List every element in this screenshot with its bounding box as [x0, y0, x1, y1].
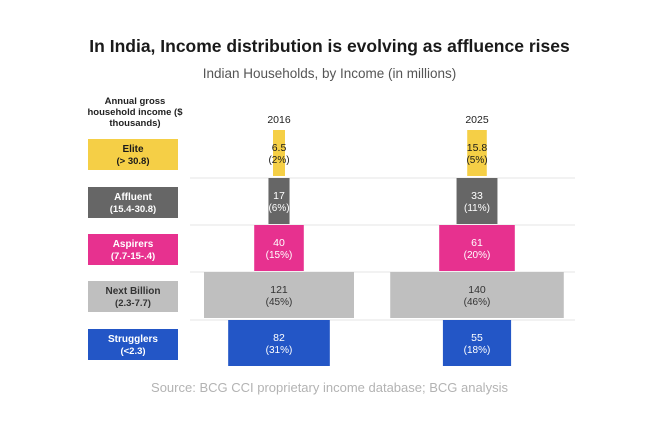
year-header-2025: 2025: [465, 114, 489, 126]
bar-share-label: (20%): [464, 250, 491, 261]
bar-value-label: 17: [273, 190, 285, 202]
bar-value-label: 6.5: [272, 142, 287, 154]
bar-rect: [439, 225, 515, 271]
bar-2025-1: 33(11%): [456, 178, 498, 224]
category-name: Next Billion: [105, 286, 160, 297]
bar-share-label: (6%): [268, 203, 289, 214]
category-range: (<2.3): [120, 346, 145, 357]
category-range: (> 30.8): [116, 156, 149, 167]
category-label-0: Elite(> 30.8): [88, 139, 178, 170]
category-range: (15.4-30.8): [110, 204, 156, 215]
year-header-2016: 2016: [267, 114, 291, 126]
bar-rect: [442, 320, 512, 366]
category-label-2: Aspirers(7.7-15-.4): [88, 234, 178, 265]
bar-rect: [228, 320, 330, 366]
category-name: Elite: [122, 144, 144, 155]
bar-rect: [268, 178, 290, 224]
bar-share-label: (11%): [464, 203, 490, 214]
bar-2016-4: 82(31%): [228, 320, 330, 366]
bar-2016-3: 121(45%): [204, 272, 354, 318]
chart-title: In India, Income distribution is evolvin…: [89, 36, 570, 56]
bar-value-label: 33: [471, 190, 483, 202]
bar-rect: [456, 178, 498, 224]
category-swatch: [88, 139, 178, 170]
bar-share-label: (46%): [464, 297, 491, 308]
category-swatch: [88, 234, 178, 265]
bar-share-label: (5%): [466, 155, 487, 166]
bar-2025-4: 55(18%): [442, 320, 512, 366]
category-label-1: Affluent(15.4-30.8): [88, 187, 178, 218]
category-name: Strugglers: [108, 334, 158, 345]
bar-value-label: 121: [270, 284, 288, 296]
bar-share-label: (18%): [464, 345, 491, 356]
bar-2025-2: 61(20%): [439, 225, 515, 271]
bar-2016-1: 17(6%): [268, 178, 290, 224]
bar-2025-0: 15.8(5%): [466, 130, 488, 176]
bar-share-label: (15%): [266, 250, 293, 261]
bar-rect: [390, 272, 564, 318]
bar-rect: [467, 130, 487, 176]
bar-2016-0: 6.5(2%): [268, 130, 290, 176]
bar-share-label: (2%): [268, 155, 289, 166]
category-range: (7.7-15-.4): [111, 251, 155, 262]
bar-value-label: 55: [471, 332, 483, 344]
bar-value-label: 15.8: [467, 142, 488, 154]
bar-2025-3: 140(46%): [390, 272, 564, 318]
category-swatch: [88, 281, 178, 312]
bar-value-label: 40: [273, 237, 285, 249]
bar-rect: [254, 225, 304, 271]
chart-subtitle: Indian Households, by Income (in million…: [202, 66, 457, 81]
category-name: Affluent: [114, 192, 152, 203]
bar-value-label: 61: [471, 237, 483, 249]
bar-2016-2: 40(15%): [254, 225, 304, 271]
category-label-3: Next Billion(2.3-7.7): [88, 281, 178, 312]
bar-value-label: 140: [468, 284, 486, 296]
category-name: Aspirers: [113, 239, 154, 250]
y-axis-label: Annual gross household income ($ thousan…: [87, 96, 183, 129]
bar-rect: [204, 272, 354, 318]
bar-value-label: 82: [273, 332, 285, 344]
category-swatch: [88, 187, 178, 218]
category-swatch: [88, 329, 178, 360]
category-range: (2.3-7.7): [115, 298, 151, 309]
bar-share-label: (45%): [266, 297, 293, 308]
category-label-4: Strugglers(<2.3): [88, 329, 178, 360]
bar-share-label: (31%): [266, 345, 293, 356]
bar-rect: [273, 130, 285, 176]
source-note: Source: BCG CCI proprietary income datab…: [151, 380, 508, 395]
